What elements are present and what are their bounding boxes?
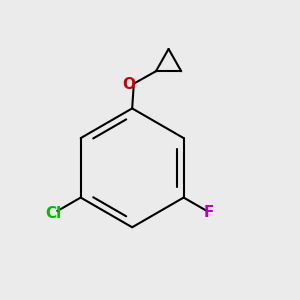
Text: Cl: Cl bbox=[46, 206, 62, 221]
Text: O: O bbox=[122, 77, 135, 92]
Text: F: F bbox=[204, 205, 214, 220]
